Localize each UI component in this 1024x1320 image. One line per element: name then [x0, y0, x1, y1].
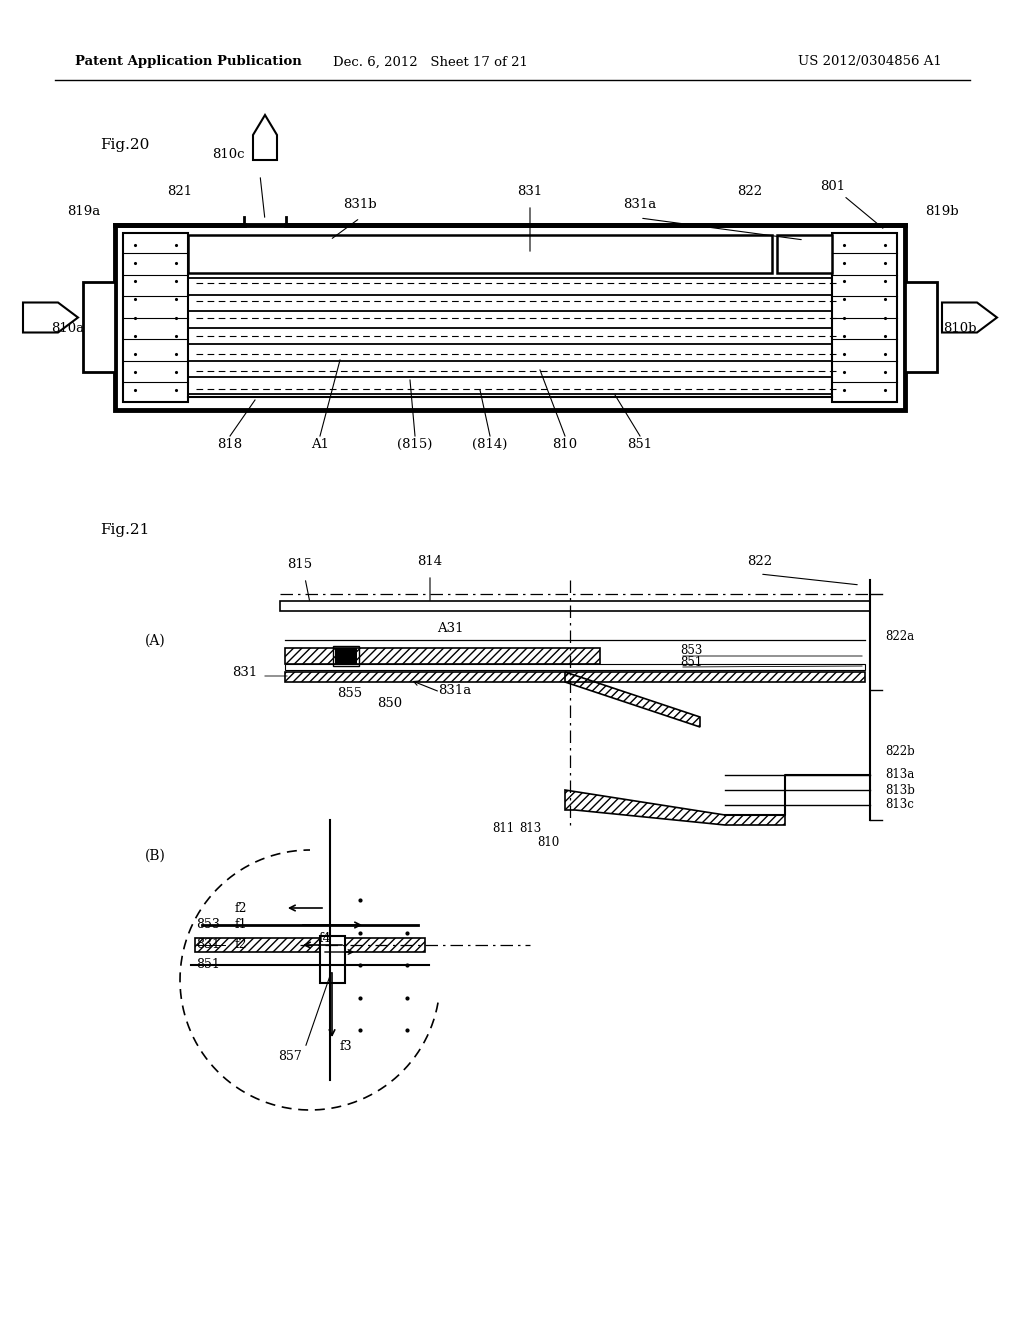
FancyArrow shape — [942, 302, 997, 333]
Text: 810a: 810a — [51, 322, 85, 335]
Bar — [831, 234, 897, 403]
Text: 810: 810 — [552, 438, 578, 451]
Text: 822b: 822b — [885, 744, 914, 758]
Text: 855: 855 — [338, 686, 362, 700]
Text: 851: 851 — [680, 656, 702, 669]
Text: 853: 853 — [680, 644, 702, 657]
Text: f4: f4 — [318, 932, 332, 945]
Text: 813a: 813a — [885, 768, 914, 781]
Text: (815): (815) — [397, 438, 433, 451]
Text: 857: 857 — [279, 1049, 302, 1063]
FancyArrow shape — [23, 302, 78, 333]
Text: f1: f1 — [234, 919, 248, 932]
Text: Fig.21: Fig.21 — [100, 523, 150, 537]
Text: 821: 821 — [168, 185, 193, 198]
Text: 851: 851 — [197, 958, 220, 972]
Bar — [280, 601, 870, 611]
Text: 810b: 810b — [943, 322, 977, 335]
Text: 813b: 813b — [885, 784, 914, 796]
Text: 831a: 831a — [624, 198, 656, 211]
Text: 831: 831 — [232, 667, 258, 678]
Text: 819a: 819a — [67, 205, 100, 218]
Text: 818: 818 — [217, 438, 243, 451]
Text: 831: 831 — [517, 185, 543, 198]
Text: 801: 801 — [820, 180, 883, 228]
Text: 822a: 822a — [885, 630, 914, 643]
Text: 819b: 819b — [925, 205, 958, 218]
Text: 813: 813 — [519, 822, 541, 836]
Text: Dec. 6, 2012   Sheet 17 of 21: Dec. 6, 2012 Sheet 17 of 21 — [333, 55, 527, 69]
Bar — [195, 939, 425, 952]
Text: (B): (B) — [144, 849, 166, 863]
FancyArrow shape — [253, 115, 278, 160]
Text: 822: 822 — [737, 185, 763, 198]
Text: f2: f2 — [234, 902, 248, 915]
Text: US 2012/0304856 A1: US 2012/0304856 A1 — [798, 55, 942, 69]
Text: 822: 822 — [748, 554, 772, 568]
Text: 815: 815 — [288, 558, 312, 572]
Bar — [115, 224, 905, 411]
Bar — [777, 235, 831, 273]
Bar — [123, 234, 188, 403]
Bar — [335, 648, 357, 664]
Text: 814: 814 — [418, 554, 442, 568]
Bar — [905, 282, 937, 372]
Text: (814): (814) — [472, 438, 508, 451]
Text: Patent Application Publication: Patent Application Publication — [75, 55, 302, 69]
Text: A31: A31 — [437, 622, 463, 635]
Bar — [285, 664, 865, 671]
Text: 811: 811 — [492, 822, 514, 836]
Bar — [83, 282, 115, 372]
Text: 851: 851 — [628, 438, 652, 451]
Text: Fig.20: Fig.20 — [100, 139, 150, 152]
Text: 850: 850 — [378, 697, 402, 710]
Bar — [188, 235, 772, 273]
Text: 810c: 810c — [213, 148, 245, 161]
Text: 831: 831 — [196, 939, 220, 952]
Text: 810: 810 — [537, 836, 559, 849]
Text: A1: A1 — [311, 438, 329, 451]
Text: 831b: 831b — [343, 198, 377, 211]
Text: 813c: 813c — [885, 799, 913, 812]
Bar — [285, 648, 600, 664]
Bar — [333, 645, 359, 667]
Bar — [319, 936, 345, 983]
Text: f3: f3 — [340, 1040, 352, 1053]
Text: (A): (A) — [144, 634, 165, 648]
Bar — [285, 672, 865, 682]
Text: f2: f2 — [234, 939, 248, 952]
Text: 831a: 831a — [438, 684, 472, 697]
Text: 853: 853 — [197, 919, 220, 932]
